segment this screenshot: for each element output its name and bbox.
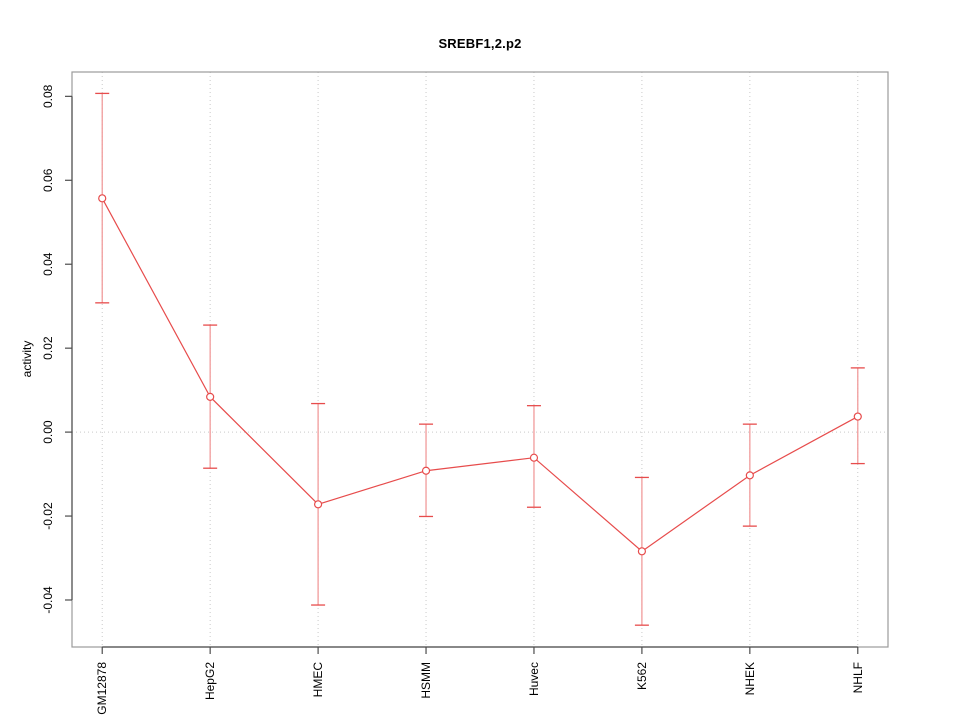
y-tick-label: -0.02: [41, 502, 55, 530]
plot-box: [71, 71, 889, 648]
y-axis-title-text: activity: [20, 340, 34, 378]
data-point-marker: [529, 453, 539, 462]
x-tick-label: HSMM: [419, 662, 433, 699]
y-tick-label: 0.08: [41, 84, 55, 108]
x-tick-label: GM12878: [95, 662, 109, 715]
x-tick-label: K562: [635, 662, 649, 690]
y-tick-label: 0.02: [41, 336, 55, 360]
data-point-marker: [98, 194, 107, 203]
data-point-marker: [313, 500, 323, 509]
y-tick-label: 0.04: [41, 252, 55, 276]
x-tick-label: NHLF: [851, 662, 865, 693]
data-point-marker: [637, 547, 647, 556]
y-tick-label: 0.06: [41, 168, 55, 192]
series-line: [101, 198, 859, 553]
data-point-marker: [421, 466, 431, 475]
data-point-marker: [745, 471, 754, 480]
y-tick-label: 0.00: [41, 420, 55, 444]
x-tick-label: HMEC: [311, 662, 325, 698]
data-point-marker: [853, 412, 862, 421]
chart-title: SREBF1,2.p2: [438, 36, 522, 51]
x-tick-label: Huvec: [527, 662, 541, 696]
data-point-marker: [206, 392, 215, 401]
y-tick-label: -0.04: [41, 586, 55, 614]
x-tick-label: NHEK: [743, 662, 757, 695]
x-tick-label: HepG2: [203, 662, 217, 700]
